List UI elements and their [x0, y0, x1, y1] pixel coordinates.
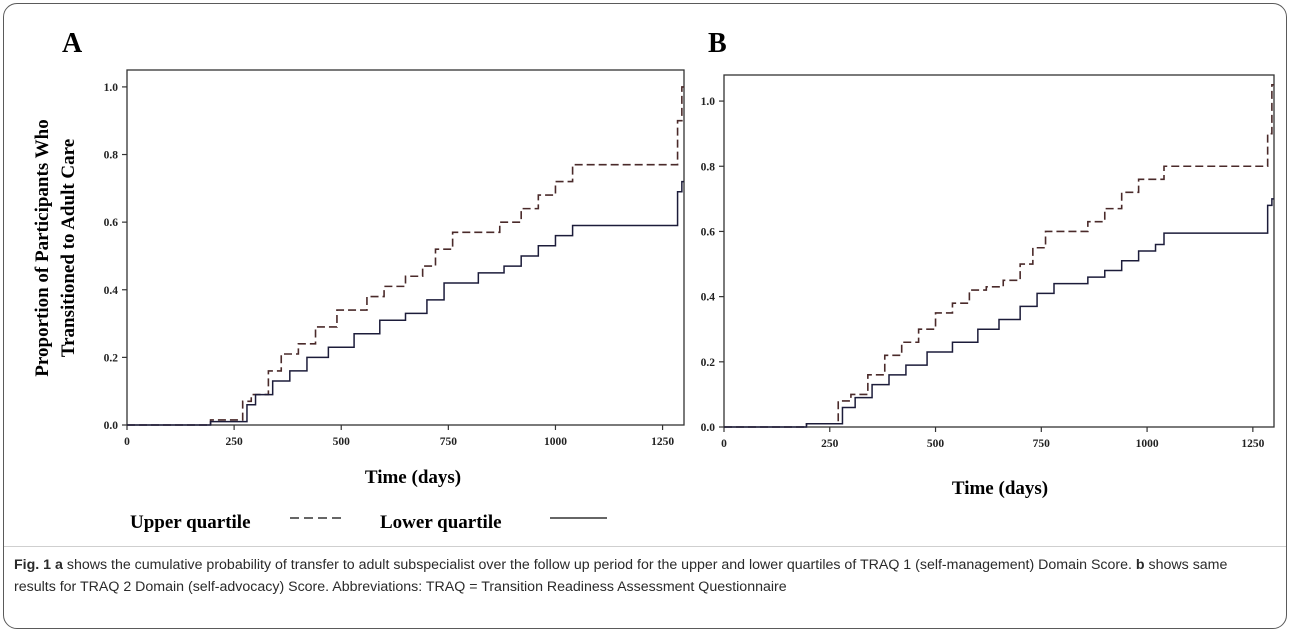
- y-tick-label: 0.2: [701, 357, 716, 369]
- legend: Upper quartile Lower quartile: [130, 512, 607, 533]
- y-tick-label: 0.4: [104, 285, 119, 297]
- caption-text-1: shows the cumulative probability of tran…: [62, 557, 1136, 573]
- x-tick-label: 1250: [651, 436, 674, 448]
- panel-a-chart: 0.0 0.2 0.4 0.6 0.8 1.0 0 250 500 750 1000 1250 Ti…: [32, 69, 685, 488]
- panel-b-xlabel: Time (days): [952, 478, 1048, 499]
- panel-b-label: B: [708, 28, 727, 59]
- panel-a-ylabel-line-2: Transitioned to Adult Care: [58, 139, 79, 357]
- x-tick-label: 500: [927, 438, 945, 450]
- panel-a-x-ticks: 0 250 500 750 1000 1250: [124, 425, 674, 448]
- y-tick-label: 0.8: [701, 161, 716, 173]
- series-line-lower-quartile: [127, 180, 684, 426]
- x-tick-label: 0: [124, 436, 130, 448]
- x-tick-label: 500: [333, 436, 351, 448]
- y-tick-label: 0.6: [104, 217, 119, 229]
- series-line-upper-quartile: [724, 83, 1274, 428]
- caption-a-letter: a: [55, 557, 63, 573]
- panel-b-y-ticks: 0.0 0.2 0.4 0.6 0.8 1.0: [701, 96, 724, 434]
- y-tick-label: 0.2: [104, 352, 119, 364]
- panel-b-chart: 0.0 0.2 0.4 0.6 0.8 1.0 0 250 500 750 1000 1250 Ti…: [701, 74, 1275, 499]
- y-tick-label: 1.0: [701, 96, 716, 108]
- panel-a-label: A: [62, 28, 83, 59]
- y-tick-label: 0.6: [701, 226, 716, 238]
- x-tick-label: 0: [721, 438, 727, 450]
- caption-separator: [4, 546, 1286, 547]
- x-tick-label: 1000: [1136, 438, 1159, 450]
- figure-frame: [3, 3, 1287, 629]
- y-tick-label: 0.4: [701, 292, 716, 304]
- panel-a-y-ticks: 0.0 0.2 0.4 0.6 0.8 1.0: [104, 82, 127, 432]
- panel-a-series: [127, 86, 684, 426]
- legend-upper-label: Upper quartile: [130, 512, 251, 533]
- y-tick-label: 0.8: [104, 150, 119, 162]
- series-line-upper-quartile: [127, 86, 684, 426]
- caption-b-letter: b: [1135, 557, 1145, 573]
- legend-lower-label: Lower quartile: [380, 512, 502, 533]
- y-tick-label: 0.0: [701, 422, 716, 434]
- x-tick-label: 250: [821, 438, 839, 450]
- panel-a-ylabel-line-1: Proportion of Participants Who: [32, 119, 53, 376]
- panel-b-x-ticks: 0 250 500 750 1000 1250: [721, 427, 1265, 450]
- panel-b-plot-frame: [723, 74, 1275, 428]
- series-line-lower-quartile: [724, 198, 1274, 428]
- y-tick-label: 0.0: [104, 420, 119, 432]
- x-tick-label: 750: [1033, 438, 1051, 450]
- panel-a-plot-frame: [126, 69, 685, 426]
- caption-fig-label: Fig. 1: [14, 557, 52, 573]
- panel-a-xlabel: Time (days): [365, 467, 461, 488]
- figure-caption: Fig. 1 a shows the cumulative probabilit…: [14, 555, 1269, 598]
- x-tick-label: 250: [225, 436, 243, 448]
- x-tick-label: 750: [440, 436, 458, 448]
- panel-a-ylabel: Proportion of Participants Who Transitio…: [32, 119, 79, 376]
- x-tick-label: 1000: [544, 436, 567, 448]
- panel-b-series: [724, 83, 1274, 428]
- x-tick-label: 1250: [1241, 438, 1264, 450]
- caption-text-2: shows same results for TRAQ 2 Domain (se…: [14, 557, 1228, 595]
- y-tick-label: 1.0: [104, 82, 119, 94]
